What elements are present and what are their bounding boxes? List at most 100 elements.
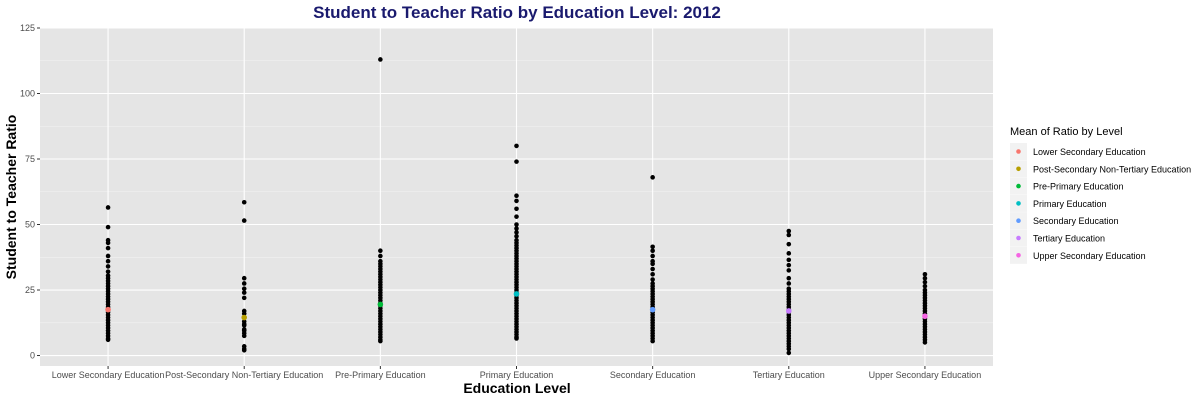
mean-points [105,291,928,321]
mean-point [785,308,792,314]
x-tick-label: Tertiary Education [753,370,825,380]
data-point [241,347,247,353]
data-point [514,193,519,198]
data-point [378,57,383,62]
data-point [105,253,111,259]
legend-swatch [1016,149,1021,154]
data-point [922,271,928,277]
legend-label: Tertiary Education [1033,234,1105,244]
legend-label: Pre-Primary Education [1033,182,1124,192]
mean-point [649,306,656,313]
data-point [786,275,792,281]
data-point [650,271,655,277]
legend-swatch [1016,166,1021,172]
x-tick-label: Post-Secondary Non-Tertiary Education [165,370,323,380]
y-tick-label: 100 [20,89,35,99]
legend-label: Upper Secondary Education [1033,251,1146,261]
legend-label: Lower Secondary Education [1033,147,1146,157]
legend-swatch [1016,218,1021,223]
data-point [650,277,655,282]
data-point [922,340,928,345]
data-point [105,240,111,246]
mean-point [513,291,520,297]
legend-label: Post-Secondary Non-Tertiary Education [1033,164,1191,174]
legend-swatch [1016,183,1021,189]
data-point [786,281,792,286]
data-point [378,248,383,254]
mean-point [922,313,928,320]
legend-title: Mean of Ratio by Level [1010,126,1123,138]
data-point [514,230,519,235]
data-point [105,337,111,343]
x-tick-label: Secondary Education [610,370,696,380]
data-point [786,251,792,256]
data-point [105,258,111,264]
x-tick-label: Primary Education [480,370,554,380]
data-point [105,224,111,230]
data-point [241,333,247,339]
data-point [514,143,519,149]
data-point [241,275,247,281]
data-point [514,159,519,164]
x-axis-title: Education Level [463,380,570,396]
data-points [105,57,928,356]
data-point [241,281,247,286]
data-point [650,338,655,344]
data-point [650,248,655,254]
x-axis-ticks: Lower Secondary Education Post-Secondary … [52,366,981,380]
data-point [241,286,247,292]
data-point [514,226,519,231]
x-tick-label: Pre-Primary Education [335,370,426,380]
y-tick-label: 50 [25,220,35,230]
legend-swatch [1016,201,1021,206]
legend: Mean of Ratio by Level Lower Secondary E… [1010,126,1191,264]
data-point [514,336,519,341]
data-point [922,275,928,281]
y-tick-label: 125 [20,23,35,33]
data-point [650,261,655,267]
data-point [786,350,792,356]
data-point [922,283,928,289]
data-point [378,338,383,344]
data-point [378,253,383,259]
data-point [105,269,111,274]
chart-title: Student to Teacher Ratio by Education Le… [313,3,721,22]
data-point [786,268,792,273]
mean-point [377,301,384,308]
legend-swatch [1016,235,1021,241]
data-point [786,232,792,238]
data-point [514,214,519,219]
legend-swatch [1016,253,1021,258]
data-point [514,206,519,212]
data-point [105,264,111,269]
data-point [922,279,928,285]
data-point [786,262,792,268]
y-tick-label: 25 [25,285,35,295]
data-point [514,222,519,227]
data-point [105,205,111,210]
data-point [650,244,655,250]
legend-label: Primary Education [1033,199,1107,209]
mean-point [241,314,248,321]
data-point [786,257,792,263]
y-tick-label: 0 [30,351,35,361]
mean-point [105,306,111,313]
y-axis-ticks: 0 25 50 75 100 125 [20,23,40,361]
data-point [241,295,247,301]
data-point [786,228,792,234]
data-point [650,266,655,272]
data-point [241,290,247,295]
y-axis-title: Student to Teacher Ratio [3,115,19,280]
data-point [650,253,655,259]
data-point [241,218,247,223]
x-tick-label: Lower Secondary Education [52,370,165,380]
data-point [514,198,519,204]
data-point [650,175,655,180]
data-point [241,199,247,205]
data-point [786,346,792,352]
data-point [241,311,247,316]
y-tick-label: 75 [25,154,35,164]
legend-label: Secondary Education [1033,216,1119,226]
x-tick-label: Upper Secondary Education [869,370,982,380]
